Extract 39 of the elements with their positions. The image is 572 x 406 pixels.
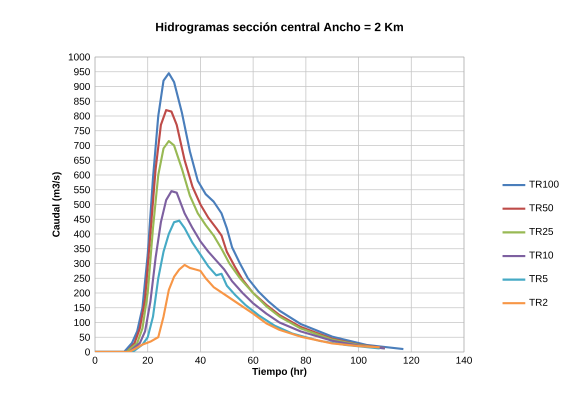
x-tick-label: 40 bbox=[195, 356, 206, 364]
y-tick-label: 250 bbox=[74, 274, 90, 282]
x-tick-label: 80 bbox=[300, 356, 312, 364]
x-tick-label: 120 bbox=[404, 356, 420, 364]
x-tick-label: 20 bbox=[142, 356, 153, 364]
y-tick-label: 200 bbox=[74, 289, 90, 297]
y-tick-label: 500 bbox=[74, 200, 90, 208]
y-tick-label: 350 bbox=[74, 245, 90, 252]
y-tick-label: 550 bbox=[74, 186, 90, 194]
x-tick-label: 60 bbox=[248, 356, 258, 364]
y-tick-label: 300 bbox=[74, 260, 90, 268]
legend-label: TR5 bbox=[529, 275, 548, 282]
legend-label: TR50 bbox=[529, 204, 554, 212]
y-tick-label: 400 bbox=[74, 230, 90, 238]
x-axis-title: Tiempo (hr) bbox=[252, 368, 306, 377]
y-tick-label: 450 bbox=[74, 216, 90, 223]
y-tick-label: 50 bbox=[80, 334, 90, 341]
y-tick-label: 750 bbox=[74, 127, 90, 134]
chart-title: Hidrogramas sección central Ancho = 2 Km bbox=[156, 22, 403, 34]
y-tick-label: 950 bbox=[74, 68, 90, 76]
legend-label: TR2 bbox=[529, 298, 548, 306]
y-tick-label: 650 bbox=[74, 156, 90, 164]
y-tick-label: 900 bbox=[74, 82, 90, 90]
y-tick-label: 700 bbox=[74, 142, 90, 150]
y-tick-label: 850 bbox=[74, 98, 90, 105]
y-tick-label: 100 bbox=[74, 318, 90, 326]
legend-label: TR25 bbox=[529, 228, 554, 235]
y-tick-label: 600 bbox=[74, 171, 90, 179]
y-tick-label: 150 bbox=[74, 304, 90, 312]
legend-label: TR100 bbox=[529, 180, 559, 188]
x-tick-label: 100 bbox=[350, 356, 367, 364]
line-series bbox=[95, 264, 381, 352]
x-tick-label: 0 bbox=[92, 356, 98, 364]
y-tick-label: 800 bbox=[74, 112, 90, 120]
y-axis-title: Caudal (m3/s) bbox=[52, 172, 62, 237]
y-tick-label: 1000 bbox=[68, 53, 90, 61]
legend-label: TR10 bbox=[529, 252, 554, 259]
y-tick-label: 0 bbox=[85, 348, 90, 356]
x-tick-label: 140 bbox=[456, 356, 472, 364]
